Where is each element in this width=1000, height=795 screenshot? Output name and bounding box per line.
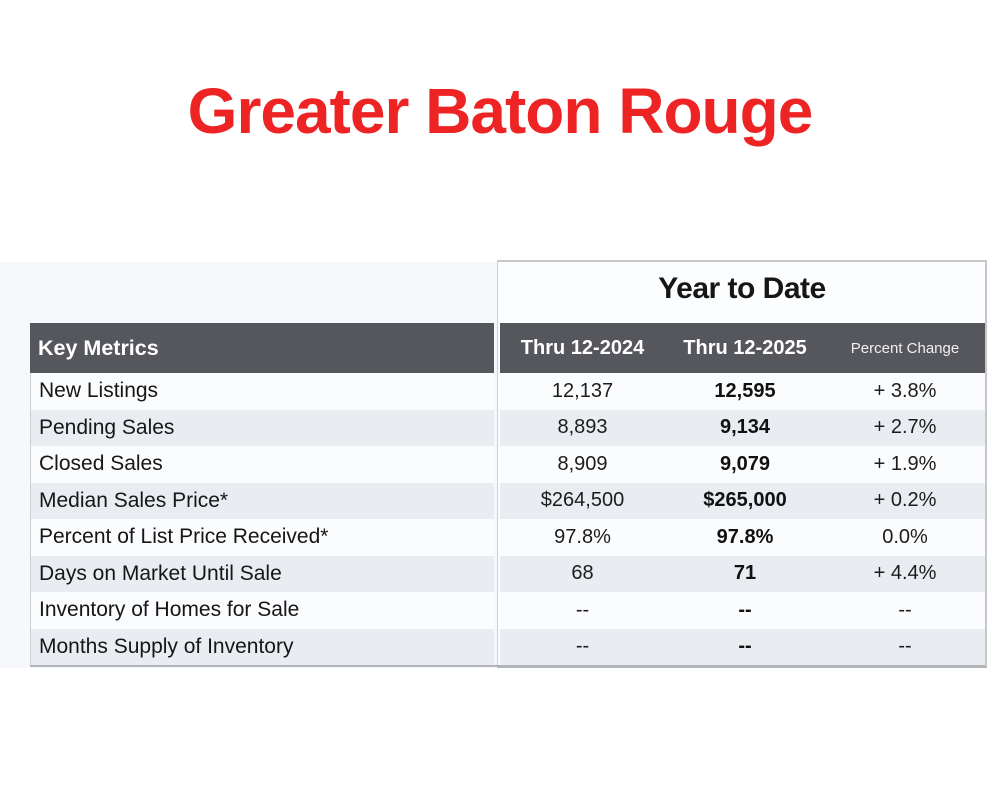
metric-name-cell: Percent of List Price Received* (30, 519, 494, 556)
thru-2024-value: 12,137 (500, 373, 665, 410)
metrics-table: Key Metrics Thru 12-2024 Thru 12-2025 Pe… (30, 323, 985, 667)
thru-2025-value: 12,595 (665, 373, 825, 410)
table-row: Days on Market Until Sale 68 71 + 4.4% (30, 555, 985, 592)
table-row: Pending Sales 8,893 9,134 + 2.7% (30, 409, 985, 446)
thru-2025-value: 9,079 (665, 446, 825, 483)
table-row: Median Sales Price* $264,500 $265,000 + 0.2… (30, 482, 985, 519)
metric-name-cell: Months Supply of Inventory (30, 628, 494, 665)
table-row: New Listings 12,137 12,595 + 3.8% (30, 373, 985, 410)
thru-2024-value: 68 (500, 555, 665, 592)
thru-2024-value: 97.8% (500, 519, 665, 556)
metric-name-cell: Inventory of Homes for Sale (30, 592, 494, 629)
metric-name-cell: Median Sales Price* (30, 482, 494, 519)
table-rows: New Listings 12,137 12,595 + 3.8% Pending Sa… (30, 373, 985, 665)
percent-change-value: + 4.4% (825, 555, 985, 592)
percent-change-value: + 1.9% (825, 446, 985, 483)
thru-2024-value: -- (500, 592, 665, 629)
thru-2024-value: 8,909 (500, 446, 665, 483)
thru-2025-value: 97.8% (665, 519, 825, 556)
table-row: Months Supply of Inventory -- -- -- (30, 628, 985, 665)
column-header-key-metrics: Key Metrics (30, 323, 494, 373)
table-row: Inventory of Homes for Sale -- -- -- (30, 592, 985, 629)
table-header-row: Key Metrics Thru 12-2024 Thru 12-2025 Pe… (30, 323, 985, 373)
table-row: Closed Sales 8,909 9,079 + 1.9% (30, 446, 985, 483)
metric-name-cell: New Listings (30, 373, 494, 410)
percent-change-value: + 0.2% (825, 482, 985, 519)
metric-name-cell: Pending Sales (30, 409, 494, 446)
table-row: Percent of List Price Received* 97.8% 97.8… (30, 519, 985, 556)
year-to-date-heading: Year to Date (658, 272, 826, 305)
page-title: Greater Baton Rouge (187, 75, 814, 147)
thru-2024-value: 8,893 (500, 409, 665, 446)
thru-2025-value: -- (665, 628, 825, 665)
thru-2025-value: 71 (665, 555, 825, 592)
percent-change-value: -- (825, 628, 985, 665)
metric-name-cell: Days on Market Until Sale (30, 555, 494, 592)
column-header-thru-2025: Thru 12-2025 (665, 323, 825, 373)
percent-change-value: -- (825, 592, 985, 629)
thru-2024-value: -- (500, 628, 665, 665)
percent-change-value: + 3.8% (825, 373, 985, 410)
thru-2024-value: $264,500 (500, 482, 665, 519)
thru-2025-value: -- (665, 592, 825, 629)
metric-name-cell: Closed Sales (30, 446, 494, 483)
thru-2025-value: 9,134 (665, 409, 825, 446)
percent-change-value: + 2.7% (825, 409, 985, 446)
column-header-thru-2024: Thru 12-2024 (500, 323, 665, 373)
column-header-percent-change: Percent Change (825, 323, 985, 373)
percent-change-value: 0.0% (825, 519, 985, 556)
thru-2025-value: $265,000 (665, 482, 825, 519)
